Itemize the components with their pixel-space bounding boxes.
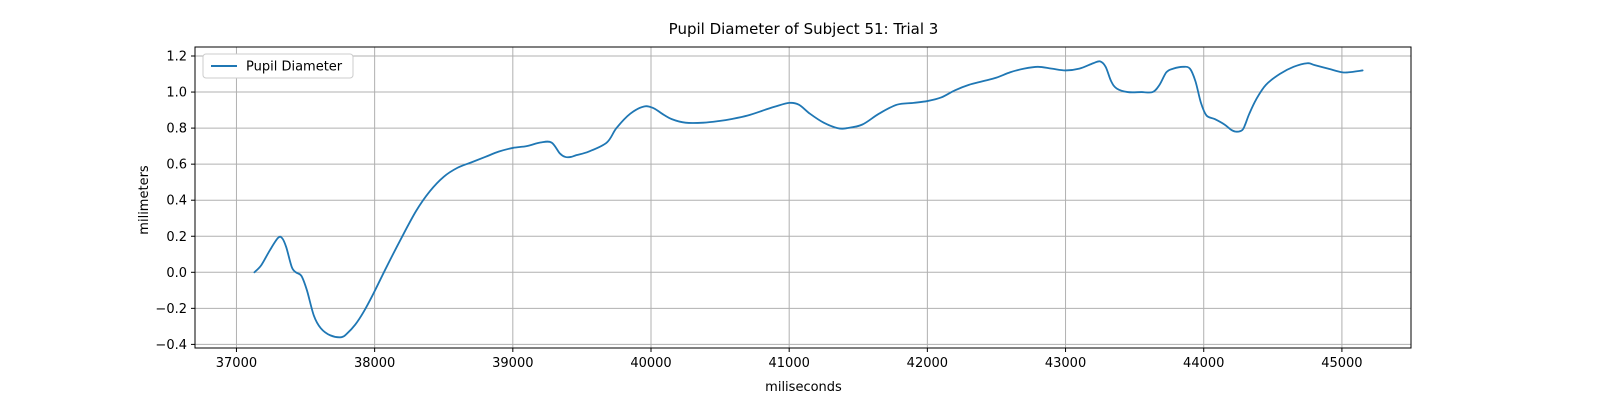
y-tick-label: 0.8 xyxy=(166,122,187,137)
x-tick-label: 42000 xyxy=(907,356,948,371)
x-tick-label: 43000 xyxy=(1045,356,1086,371)
series-line-pupil-diameter xyxy=(253,60,1364,339)
legend-label-pupil-diameter: Pupil Diameter xyxy=(246,60,343,75)
y-tick-label: 0.4 xyxy=(166,194,187,209)
y-tick-label: 0.6 xyxy=(166,158,187,173)
chart-title: Pupil Diameter of Subject 51: Trial 3 xyxy=(669,20,939,38)
legend-box xyxy=(202,53,354,79)
legend: Pupil Diameter xyxy=(202,53,354,79)
x-tick-label: 44000 xyxy=(1183,356,1224,371)
x-tick-label: 39000 xyxy=(492,356,533,371)
y-axis-label: milimeters xyxy=(137,165,152,235)
x-tick-label: 38000 xyxy=(354,356,395,371)
y-tick-label: −0.2 xyxy=(155,302,187,317)
y-tick-label: 0.0 xyxy=(166,266,187,281)
axis-ticks: 37000 38000 39000 40000 41000 42000 43000 44000… xyxy=(155,50,1362,371)
x-tick-label: 45000 xyxy=(1321,356,1362,371)
x-axis-label: miliseconds xyxy=(765,380,842,395)
y-tick-label: 1.0 xyxy=(166,86,187,101)
plot-area-frame xyxy=(194,46,1412,349)
y-tick-label: 1.2 xyxy=(166,50,187,65)
series-layer xyxy=(253,60,1364,339)
y-tick-label: −0.4 xyxy=(155,338,187,353)
grid-lines xyxy=(195,47,1411,348)
x-tick-label: 41000 xyxy=(769,356,810,371)
x-tick-label: 40000 xyxy=(630,356,671,371)
x-tick-label: 37000 xyxy=(216,356,257,371)
y-tick-label: 0.2 xyxy=(166,230,187,245)
